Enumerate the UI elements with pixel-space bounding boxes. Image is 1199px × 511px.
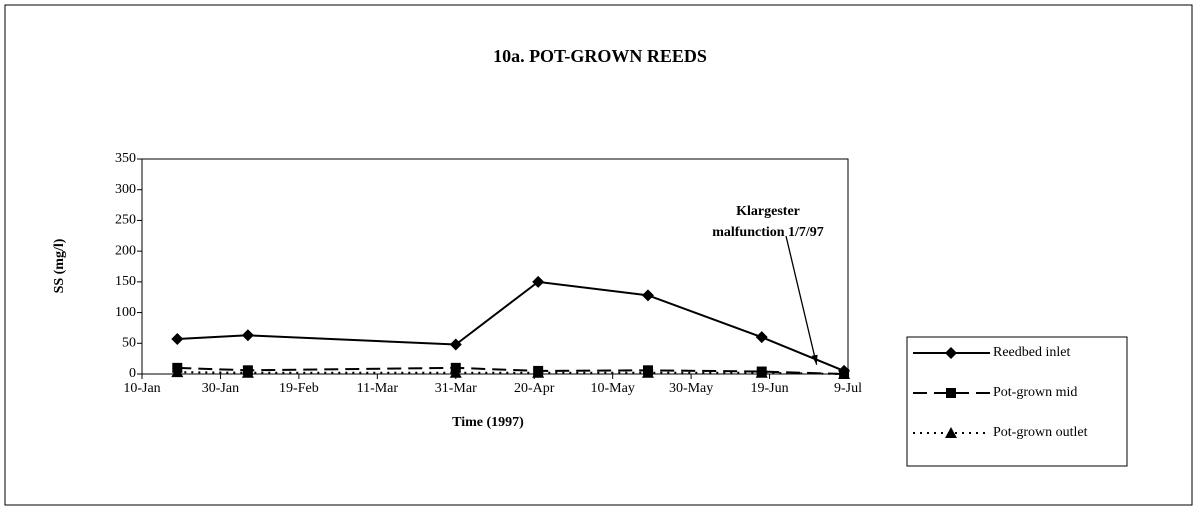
plot-area	[141, 158, 849, 375]
y-tick-label: 250	[115, 213, 136, 228]
data-point	[838, 368, 851, 379]
data-point	[171, 332, 184, 345]
y-axis-title: SS (mg/l)	[52, 238, 67, 293]
legend-marker	[945, 427, 957, 438]
legend-label: Pot-grown mid	[993, 385, 1077, 400]
x-tick-label: 19-Feb	[279, 381, 319, 396]
legend-label: Pot-grown outlet	[993, 425, 1088, 440]
annotation-text: malfunction 1/7/97	[712, 225, 824, 240]
chart-border	[4, 4, 1193, 506]
chart-title: 10a. POT-GROWN REEDS	[493, 46, 707, 66]
x-tick-label: 9-Jul	[834, 381, 862, 396]
legend-box	[906, 336, 1128, 467]
x-tick-label: 30-Jan	[202, 381, 239, 396]
legend-marker	[946, 388, 956, 398]
data-point	[449, 338, 462, 351]
y-tick-label: 50	[122, 336, 136, 351]
x-tick-label: 31-Mar	[435, 381, 477, 396]
data-point	[241, 329, 254, 342]
series-line	[177, 366, 845, 375]
data-point	[641, 366, 654, 378]
x-tick-label: 10-May	[591, 381, 635, 396]
y-tick-label: 200	[115, 243, 136, 258]
data-point	[532, 275, 545, 288]
x-axis-title: Time (1997)	[452, 415, 524, 430]
x-tick-label: 19-Jun	[750, 381, 788, 396]
data-point	[449, 366, 462, 378]
data-point	[755, 366, 768, 378]
x-tick-label: 20-Apr	[514, 381, 555, 396]
annotation-arrowhead	[811, 354, 818, 365]
x-tick-label: 30-May	[669, 381, 713, 396]
y-tick-label: 100	[115, 305, 136, 320]
legend-marker	[945, 347, 957, 359]
series-line	[177, 280, 845, 372]
legend-label: Reedbed inlet	[993, 345, 1070, 360]
x-tick-label: 11-Mar	[357, 381, 399, 396]
data-point	[241, 366, 254, 378]
data-point	[171, 366, 184, 378]
x-tick-label: 10-Jan	[123, 381, 160, 396]
y-tick-label: 300	[115, 182, 136, 197]
annotation-text: Klargester	[736, 204, 800, 219]
data-point	[641, 289, 654, 302]
y-tick-label: 150	[115, 274, 136, 289]
data-point	[755, 331, 768, 344]
annotation-arrow	[785, 235, 818, 365]
data-point	[532, 366, 545, 378]
y-tick-label: 0	[129, 366, 136, 381]
y-tick-label: 350	[115, 151, 136, 166]
